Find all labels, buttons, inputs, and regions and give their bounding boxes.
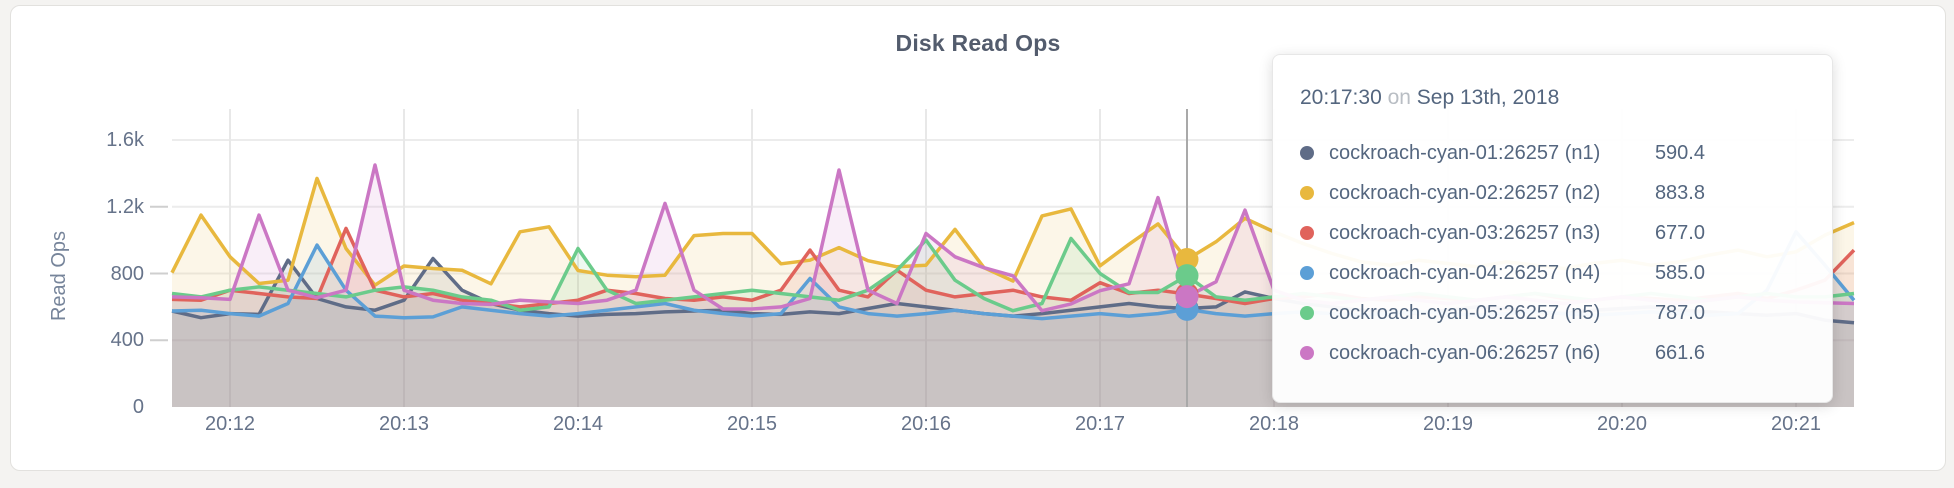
y-tick-label: 400 [110, 329, 144, 352]
legend-series-label: cockroach-cyan-05:26257 (n5) [1329, 301, 1601, 324]
hover-tooltip: 20:17:30 on Sep 13th, 2018 cockroach-cya… [1272, 54, 1833, 403]
x-tick-label: 20:13 [378, 413, 430, 435]
legend-series-value: 585.0 [1654, 261, 1705, 284]
x-tick-label: 20:21 [1770, 413, 1822, 435]
legend-row: cockroach-cyan-04:26257 (n4) 585.0 [1300, 253, 1705, 293]
y-tick-label: 800 [110, 262, 144, 285]
x-tick-label: 20:17 [1074, 413, 1126, 435]
legend-dot [1300, 186, 1314, 200]
legend-dot [1300, 146, 1314, 160]
x-tick-label: 20:15 [726, 413, 778, 435]
legend-series-value: 590.4 [1654, 141, 1705, 164]
y-tick-label: 0 [132, 396, 144, 418]
hover-dot-n5 [1175, 264, 1199, 288]
legend-series-value: 787.0 [1654, 301, 1705, 324]
legend-row: cockroach-cyan-03:26257 (n3) 677.0 [1300, 213, 1705, 253]
legend-series-label: cockroach-cyan-02:26257 (n2) [1329, 181, 1601, 204]
legend-series-value: 883.8 [1654, 181, 1705, 204]
y-tick-label: 1.6k [106, 129, 144, 151]
legend-row: cockroach-cyan-05:26257 (n5) 787.0 [1300, 293, 1705, 333]
tooltip-date: Sep 13th, 2018 [1416, 86, 1560, 109]
x-tick-label: 20:20 [1596, 413, 1648, 435]
hover-dot-n2 [1175, 248, 1199, 272]
legend-row: cockroach-cyan-02:26257 (n2) 883.8 [1300, 173, 1705, 213]
x-tick-label: 20:16 [900, 413, 952, 435]
chart-title: Disk Read Ops [895, 30, 1061, 56]
y-tick-label: 1.2k [106, 195, 144, 218]
tooltip-time: 20:17:30 [1300, 86, 1382, 109]
x-tick-label: 20:14 [552, 413, 604, 435]
legend-series-value: 661.6 [1654, 341, 1705, 364]
legend-dot [1300, 306, 1314, 320]
x-tick-label: 20:19 [1422, 413, 1474, 435]
hover-dot-n6 [1175, 285, 1199, 309]
tooltip-title: 20:17:30 on Sep 13th, 2018 [1300, 83, 1832, 113]
chart-card: Disk Read Ops Read Ops 20:17:30 on Sep 1… [10, 5, 1946, 471]
legend-series-label: cockroach-cyan-03:26257 (n3) [1329, 221, 1601, 244]
legend-series-label: cockroach-cyan-06:26257 (n6) [1329, 341, 1601, 364]
legend-row: cockroach-cyan-01:26257 (n1) 590.4 [1300, 133, 1705, 173]
legend-series-value: 677.0 [1654, 221, 1705, 244]
tooltip-legend: cockroach-cyan-01:26257 (n1) 590.4 cockr… [1300, 133, 1705, 373]
legend-dot [1300, 346, 1314, 360]
x-tick-label: 20:18 [1248, 413, 1300, 435]
legend-series-label: cockroach-cyan-01:26257 (n1) [1329, 141, 1601, 164]
legend-dot [1300, 266, 1314, 280]
legend-row: cockroach-cyan-06:26257 (n6) 661.6 [1300, 333, 1705, 373]
x-tick-label: 20:12 [204, 413, 256, 435]
legend-dot [1300, 226, 1314, 240]
legend-series-label: cockroach-cyan-04:26257 (n4) [1329, 261, 1601, 284]
tooltip-on-word: on [1387, 86, 1411, 109]
